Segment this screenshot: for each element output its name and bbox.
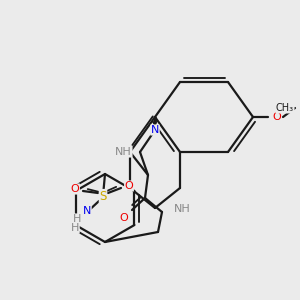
Text: O: O (273, 112, 281, 122)
Text: O: O (70, 184, 80, 194)
Text: H: H (71, 223, 79, 233)
Text: N: N (83, 206, 91, 216)
Text: N: N (151, 125, 159, 135)
Text: O: O (120, 213, 128, 223)
Text: CH₃: CH₃ (276, 103, 294, 113)
Text: NH: NH (115, 147, 132, 157)
Text: S: S (99, 190, 107, 202)
Text: NH: NH (174, 204, 191, 214)
Text: H: H (73, 214, 81, 224)
Text: O: O (124, 181, 134, 191)
